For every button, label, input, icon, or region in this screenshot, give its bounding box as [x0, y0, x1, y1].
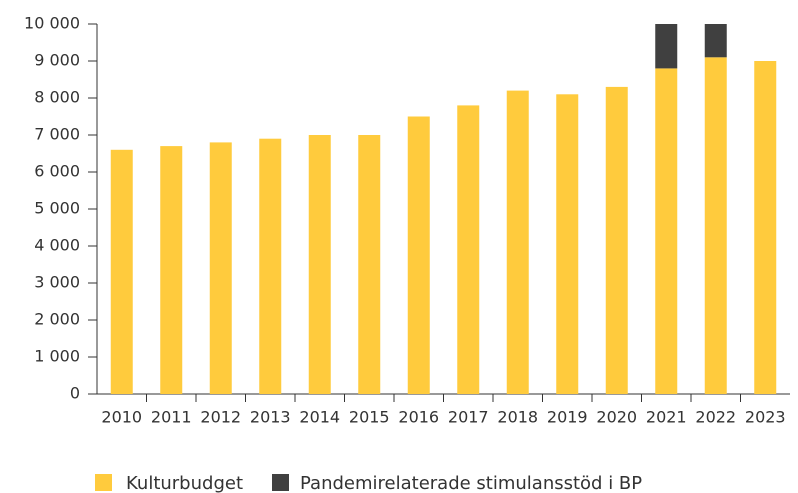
- bar: [259, 138, 282, 394]
- legend-label: Kulturbudget: [126, 473, 243, 493]
- y-tick-label: 0: [70, 384, 80, 403]
- legend-swatch: [95, 474, 112, 491]
- x-tick-label: 2011: [151, 408, 192, 427]
- bar: [655, 68, 678, 395]
- legend-label: Pandemirelaterade stimulansstöd i BP: [300, 473, 642, 493]
- x-tick-label: 2013: [250, 408, 291, 427]
- y-tick-label: 8 000: [34, 88, 80, 107]
- y-tick-label: 1 000: [34, 347, 80, 366]
- x-tick-label: 2015: [349, 408, 390, 427]
- x-tick-label: 2018: [497, 408, 538, 427]
- bar: [506, 90, 529, 394]
- y-tick-label: 10 000: [24, 14, 80, 33]
- y-tick-label: 7 000: [34, 125, 80, 144]
- y-tick-label: 5 000: [34, 199, 80, 218]
- x-tick-label: 2012: [200, 408, 241, 427]
- bar: [704, 24, 727, 58]
- bar: [209, 142, 232, 394]
- y-tick-label: 6 000: [34, 162, 80, 181]
- bar: [457, 105, 480, 395]
- bar: [704, 57, 727, 395]
- x-tick-label: 2016: [398, 408, 439, 427]
- x-tick-label: 2022: [695, 408, 736, 427]
- bar: [407, 116, 430, 394]
- y-tick-label: 4 000: [34, 236, 80, 255]
- y-tick-label: 9 000: [34, 51, 80, 70]
- bar: [655, 24, 678, 69]
- bar: [358, 135, 381, 394]
- bar: [110, 149, 133, 394]
- x-tick-label: 2020: [596, 408, 637, 427]
- x-tick-label: 2019: [547, 408, 588, 427]
- bar: [308, 135, 331, 394]
- legend-swatch: [272, 474, 289, 491]
- x-tick-label: 2010: [101, 408, 142, 427]
- y-tick-label: 2 000: [34, 310, 80, 329]
- x-tick-label: 2023: [745, 408, 786, 427]
- x-tick-label: 2017: [448, 408, 489, 427]
- y-tick-label: 3 000: [34, 273, 80, 292]
- bar: [160, 146, 183, 394]
- x-tick-label: 2021: [646, 408, 687, 427]
- bar: [754, 61, 777, 394]
- bar: [556, 94, 579, 395]
- x-tick-label: 2014: [299, 408, 340, 427]
- bar: [605, 86, 628, 395]
